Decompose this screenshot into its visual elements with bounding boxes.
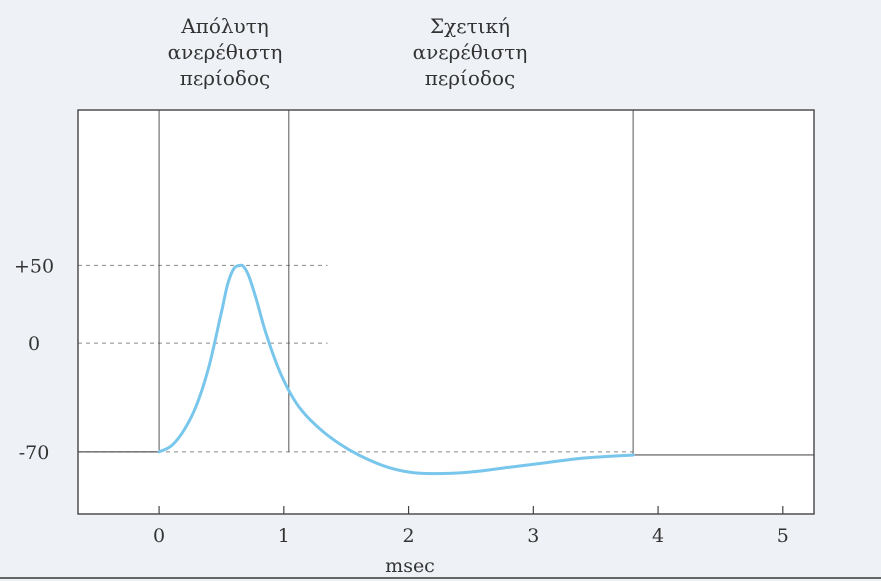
x-tick-label: 2 (403, 525, 415, 547)
x-tick-label: 3 (527, 525, 539, 547)
period-label-line: περίοδος (425, 66, 515, 90)
y-tick-label: 0 (28, 333, 40, 355)
y-tick-label: +50 (14, 255, 54, 277)
plot-frame (77, 109, 815, 515)
plot-area (78, 110, 814, 514)
x-tick-label: 0 (153, 525, 165, 547)
y-tick-label: -70 (19, 442, 50, 464)
period-label-line: Σχετική (430, 14, 510, 38)
period-label-line: Απόλυτη (180, 14, 269, 38)
x-axis-label: msec (385, 555, 435, 577)
x-tick-label: 1 (278, 525, 290, 547)
period-label-line: ανερέθιστη (168, 40, 283, 64)
period-label-line: περίοδος (180, 66, 270, 90)
period-label-line: ανερέθιστη (413, 40, 528, 64)
x-tick-label: 4 (652, 525, 664, 547)
x-tick-label: 5 (777, 525, 789, 547)
action-potential-line (157, 263, 635, 476)
